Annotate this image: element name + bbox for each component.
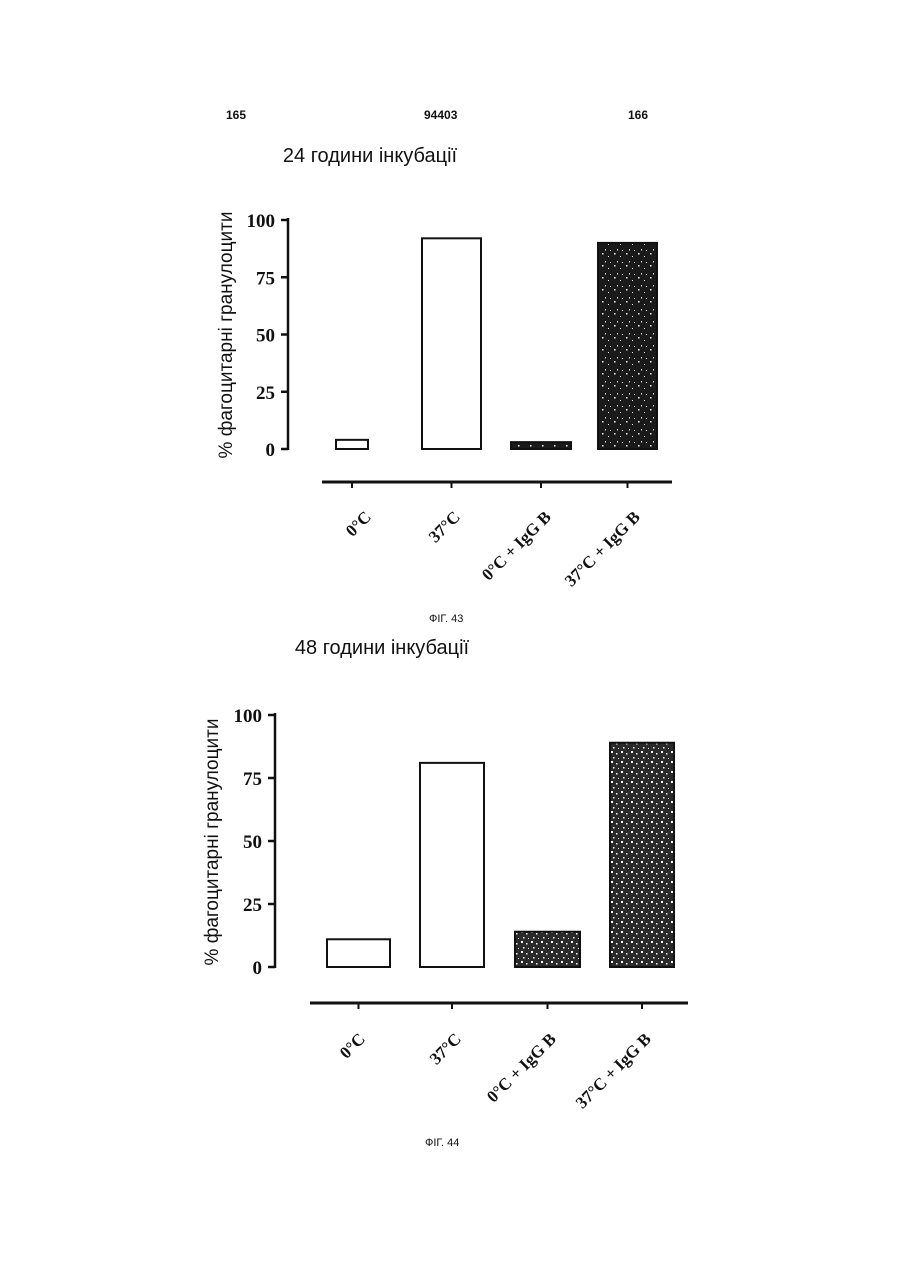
chart-fig-43: 24 години інкубації % фагоцитарні грануло… — [0, 130, 901, 630]
figure-caption-43: ФІГ. 43 — [429, 613, 463, 625]
y-tick-label: 75 — [243, 769, 262, 790]
x-category-label: 37°C + IgG B — [572, 1029, 655, 1112]
y-tick-label: 25 — [243, 895, 262, 916]
bar — [422, 238, 481, 449]
y-tick-label: 75 — [256, 268, 275, 289]
bar — [598, 243, 657, 449]
x-category-label: 37°C — [425, 507, 464, 546]
y-tick-label: 50 — [243, 832, 262, 853]
bar — [511, 442, 571, 449]
y-tick-label: 25 — [256, 383, 275, 404]
x-category-label: 0°C — [336, 1029, 369, 1062]
x-category-label: 37°C + IgG B — [561, 507, 644, 590]
y-tick-label: 100 — [247, 211, 276, 232]
page-number-left: 165 — [226, 108, 246, 122]
figure-caption-44: ФІГ. 44 — [425, 1137, 459, 1149]
chart-fig-44: 48 години інкубації % фагоцитарні грануло… — [0, 630, 901, 1160]
bar — [610, 743, 674, 967]
x-category-label: 0°C + IgG B — [483, 1029, 560, 1106]
y-tick-label: 0 — [266, 440, 276, 461]
x-category-label: 37°C — [426, 1029, 465, 1068]
y-tick-label: 50 — [256, 326, 275, 347]
x-category-label: 0°C + IgG B — [478, 507, 555, 584]
y-axis-label: % фагоцитарні гранулоцити — [216, 212, 237, 459]
chart-title: 48 години інкубації — [295, 637, 470, 659]
y-axis-label: % фагоцитарні гранулоцити — [202, 719, 223, 966]
chart-title: 24 години інкубації — [283, 145, 458, 167]
bar — [336, 440, 368, 449]
page-number-right: 166 — [628, 108, 648, 122]
x-category-label: 0°C — [342, 507, 375, 540]
patent-number: 94403 — [424, 108, 457, 122]
bar — [420, 763, 484, 967]
y-tick-label: 0 — [253, 958, 263, 979]
y-tick-label: 100 — [234, 706, 263, 727]
bar — [327, 939, 390, 967]
bar — [515, 932, 580, 967]
